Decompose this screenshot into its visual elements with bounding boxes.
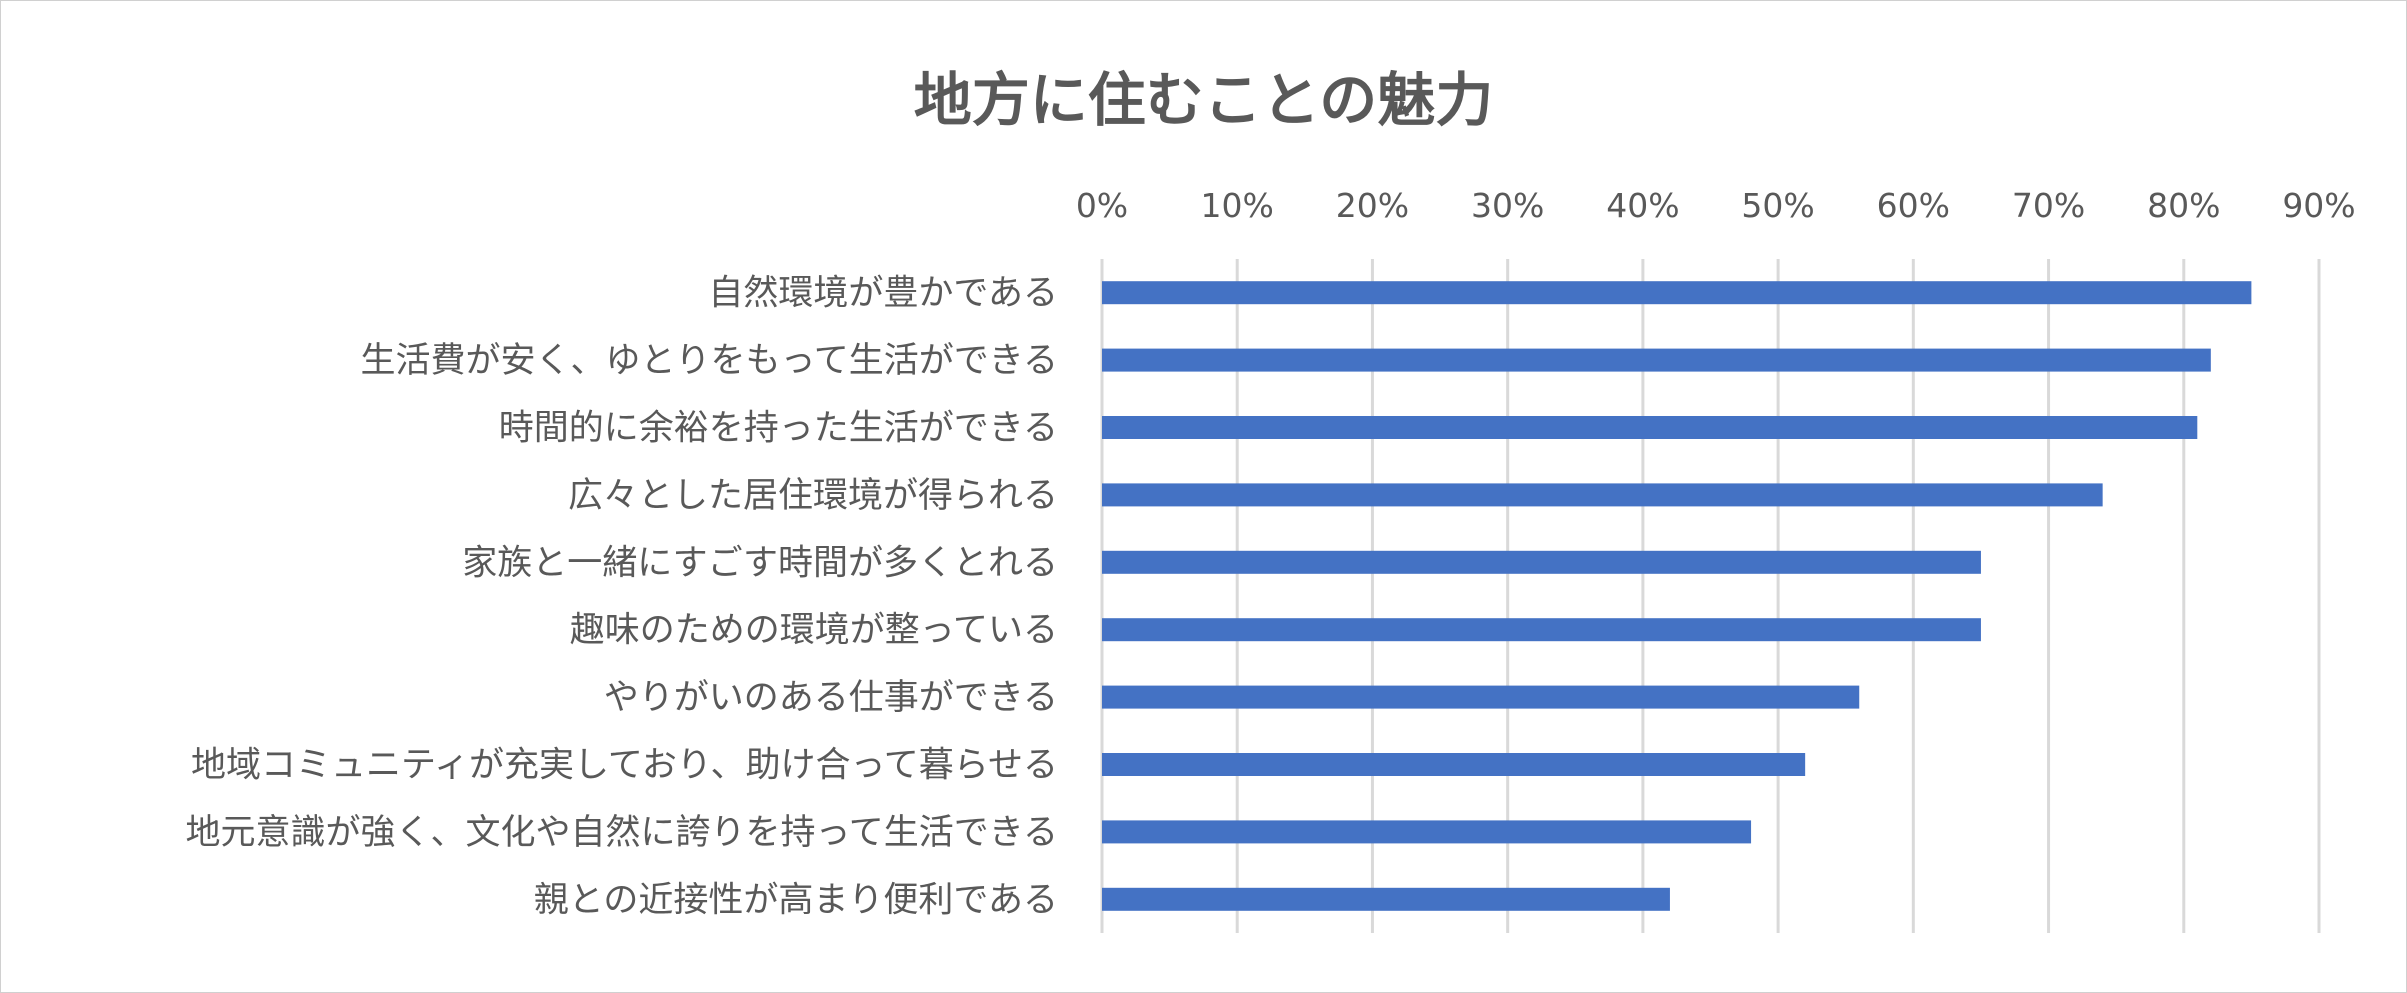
chart-title: 地方に住むことの魅力 (913, 66, 1494, 134)
bar (1102, 550, 1981, 574)
bar (1102, 618, 1981, 642)
x-tick-label: 50% (1741, 186, 1814, 225)
x-tick-label: 40% (1606, 186, 1679, 225)
x-tick-label: 60% (1877, 186, 1950, 225)
x-tick-label: 30% (1471, 186, 1544, 225)
category-label: 家族と一緒にすごす時間が多くとれる (462, 543, 1058, 583)
x-tick-label: 70% (2012, 186, 2085, 225)
category-label: やりがいのある仕事ができる (604, 678, 1058, 718)
bar (1102, 887, 1670, 911)
bar (1102, 483, 2103, 507)
bar (1102, 416, 2198, 439)
bar (1102, 348, 2211, 372)
x-tick-label: 90% (2282, 186, 2355, 225)
bar (1102, 281, 2252, 305)
category-label: 時間的に余裕を持った生活ができる (499, 409, 1058, 449)
bar (1102, 685, 1860, 709)
x-tick-label: 0% (1076, 186, 1128, 225)
category-label: 広々とした居住環境が得られる (568, 476, 1058, 516)
bar (1102, 820, 1752, 844)
category-label: 生活費が安く、ゆとりをもって生活ができる (360, 341, 1058, 381)
category-label: 地域コミュニティが充実しており、助け合って暮らせる (191, 746, 1058, 786)
category-label: 地元意識が強く、文化や自然に誇りを持って生活できる (185, 813, 1058, 853)
x-tick-label: 20% (1336, 186, 1409, 225)
x-tick-label: 10% (1201, 186, 1274, 225)
category-label: 自然環境が豊かである (708, 274, 1058, 314)
category-label: 趣味のための環境が整っている (570, 611, 1058, 651)
x-tick-label: 80% (2147, 186, 2220, 225)
category-label: 親との近接性が高まり便利である (534, 880, 1058, 920)
bar (1102, 753, 1806, 776)
